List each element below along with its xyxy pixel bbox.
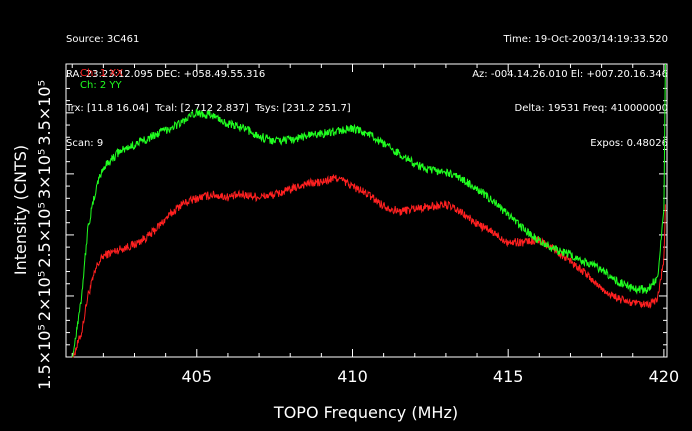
source-line: Source: 3C461: [66, 34, 140, 45]
series-line-2: [71, 63, 666, 358]
series-group: [71, 63, 666, 358]
y-tick-label: 2×10⁵: [35, 271, 54, 321]
y-tick-label: 1.5×10⁵: [35, 324, 54, 390]
x-tick-label: 420: [649, 367, 680, 386]
time-line: Time: 19-Oct-2003/14:19:33.520: [503, 34, 668, 45]
y-tick-label: 2.5×10⁵: [35, 202, 54, 268]
x-axis-title: TOPO Frequency (MHz): [273, 403, 458, 422]
header-right: Time: 19-Oct-2003/14:19:33.520 Az: -004.…: [472, 11, 668, 161]
series-line-1: [72, 174, 666, 358]
coordinates-line: RA: 23:23:12.095 DEC: +058.49.55.316: [66, 68, 266, 80]
legend-ch1: Ch: 1 XX: [80, 68, 123, 79]
delta-freq-line: Delta: 19531 Freq: 410000000: [514, 103, 668, 114]
x-tick-label: 410: [337, 367, 368, 386]
ticks: 405 410 415 420 1.5×10⁵ 2×10⁵ 2.5×10⁵ 3×10⁵ 3.5×…: [35, 63, 680, 390]
x-tick-label: 415: [493, 367, 524, 386]
y-tick-label: 3.5×10⁵: [35, 80, 54, 146]
azel-line: Az: -004.14.26.010 El: +007.20.16.346: [472, 68, 668, 80]
temperatures-line: Trx: [11.8 16.04] Tcal: [2.712 2.837] Ts…: [66, 103, 351, 114]
header-left: Source: 3C461 RA: 23:23:12.095 DEC: +058…: [66, 11, 351, 161]
scan-line: Scan: 9: [66, 137, 104, 149]
legend-ch2: Ch: 2 YY: [80, 80, 123, 91]
exposure-line: Expos: 0.48026: [590, 137, 668, 149]
x-tick-label: 405: [182, 367, 213, 386]
y-axis-title: Intensity (CNTS): [11, 145, 30, 275]
y-tick-label: 3×10⁵: [35, 149, 54, 199]
plot-frame: [65, 63, 668, 358]
